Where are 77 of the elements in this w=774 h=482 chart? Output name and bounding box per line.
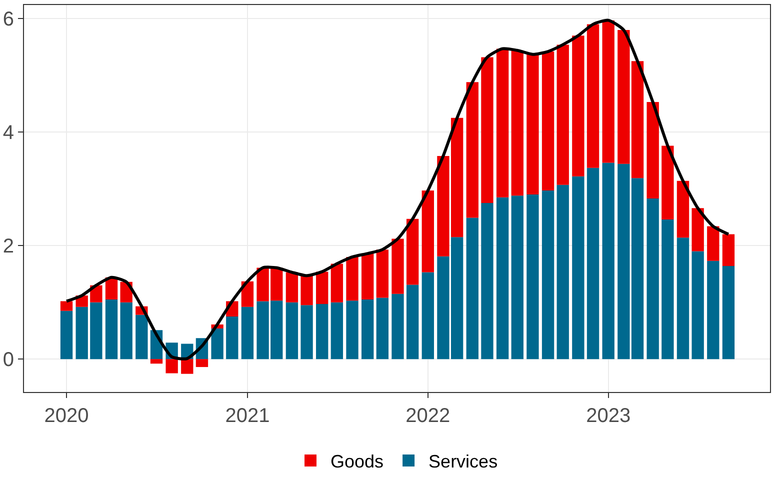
bar (481, 57, 494, 204)
y-tick-label: 0 (2, 349, 14, 372)
bar (572, 36, 584, 176)
x-tick-label: 2020 (44, 405, 89, 427)
bar (60, 310, 73, 360)
bar (196, 359, 208, 368)
bar (707, 260, 720, 360)
bar (466, 82, 478, 218)
bar (676, 238, 690, 360)
bar (422, 272, 434, 360)
bar (330, 264, 344, 302)
bar (542, 52, 554, 191)
bar (361, 300, 374, 360)
bar (105, 300, 118, 360)
bar (316, 272, 328, 304)
bar (346, 256, 358, 301)
bar (150, 359, 163, 364)
bar (602, 162, 614, 360)
bar (300, 305, 313, 360)
x-tick-label: 2021 (225, 405, 270, 427)
bar (707, 226, 720, 261)
bar (376, 250, 389, 298)
bar (526, 194, 539, 360)
y-tick-label: 2 (2, 236, 14, 258)
bar (526, 54, 539, 195)
bar (286, 302, 298, 360)
bar (692, 208, 704, 252)
bar (120, 302, 132, 360)
bar (646, 102, 659, 198)
bar (330, 302, 344, 360)
bar (392, 294, 404, 360)
bar (181, 359, 194, 374)
bar (722, 266, 735, 360)
bar (422, 190, 434, 272)
bar (602, 20, 614, 163)
bar (722, 234, 735, 266)
bar (572, 176, 584, 360)
bar (586, 168, 600, 360)
bar (211, 328, 224, 360)
bar (361, 254, 374, 300)
bar (556, 44, 569, 185)
bar (376, 298, 389, 360)
y-tick-label: 4 (2, 122, 14, 144)
x-tick-label: 2023 (586, 405, 631, 427)
bar (60, 301, 73, 311)
bar (511, 50, 524, 196)
bar (692, 251, 704, 360)
bar (166, 359, 178, 374)
bar (286, 272, 298, 302)
bar (662, 146, 674, 220)
bar (662, 220, 674, 360)
bar (76, 306, 88, 360)
bar (496, 197, 509, 360)
bar (542, 190, 554, 360)
bar (646, 198, 659, 360)
bar (90, 302, 102, 360)
y-tick-label: 6 (2, 8, 14, 31)
bar (136, 314, 148, 360)
bar (466, 218, 478, 360)
bar (300, 276, 313, 306)
line-series (65, 18, 730, 360)
bar (676, 180, 690, 238)
bar (481, 203, 494, 360)
bar (511, 196, 524, 360)
bar (406, 284, 419, 360)
legend-label: Services (428, 452, 498, 472)
x-tick-label: 2022 (406, 405, 450, 427)
bar (406, 218, 419, 285)
bar (241, 306, 254, 360)
bar (496, 48, 509, 198)
bar (556, 184, 569, 360)
legend-label: Goods (330, 452, 384, 472)
bar (586, 24, 600, 168)
bar (226, 316, 238, 360)
bar (316, 304, 328, 360)
bar (346, 300, 358, 360)
bar (392, 238, 404, 294)
